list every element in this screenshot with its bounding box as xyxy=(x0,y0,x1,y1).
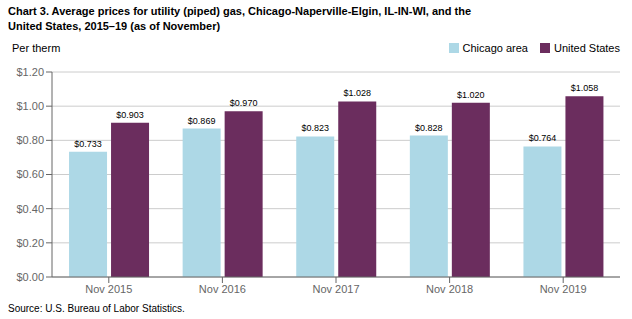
svg-text:$0.60: $0.60 xyxy=(16,168,44,180)
svg-text:$1.058: $1.058 xyxy=(571,83,599,93)
svg-text:Nov 2018: Nov 2018 xyxy=(426,283,473,295)
html-text:Chicago area: Chicago area xyxy=(462,42,528,54)
svg-text:Nov 2019: Nov 2019 xyxy=(540,283,587,295)
svg-text:$0.00: $0.00 xyxy=(16,271,44,283)
svg-text:$0.970: $0.970 xyxy=(230,98,258,108)
svg-text:$0.80: $0.80 xyxy=(16,134,44,146)
svg-text:$0.828: $0.828 xyxy=(415,123,443,133)
svg-text:Nov 2015: Nov 2015 xyxy=(85,283,132,295)
svg-text:$0.764: $0.764 xyxy=(529,133,557,143)
svg-text:Nov 2016: Nov 2016 xyxy=(199,283,246,295)
svg-text:$1.020: $1.020 xyxy=(457,90,485,100)
html-text:Per therm: Per therm xyxy=(12,42,61,54)
html-text:Chart 3. Average prices for ut: Chart 3. Average prices for utility (pip… xyxy=(8,5,472,32)
svg-text:$0.823: $0.823 xyxy=(301,123,329,133)
svg-text:$1.20: $1.20 xyxy=(16,66,44,78)
html-text:United States: United States xyxy=(554,42,620,54)
html-text:Source: U.S. Bureau of Labor S: Source: U.S. Bureau of Labor Statistics. xyxy=(8,303,185,314)
svg-text:$1.028: $1.028 xyxy=(343,88,371,98)
svg-text:$0.20: $0.20 xyxy=(16,237,44,249)
svg-text:$1.00: $1.00 xyxy=(16,100,44,112)
svg-text:Nov 2017: Nov 2017 xyxy=(312,283,359,295)
svg-text:$0.40: $0.40 xyxy=(16,203,44,215)
svg-text:$0.903: $0.903 xyxy=(116,110,144,120)
svg-text:$0.869: $0.869 xyxy=(188,116,216,126)
svg-text:$0.733: $0.733 xyxy=(74,139,102,149)
